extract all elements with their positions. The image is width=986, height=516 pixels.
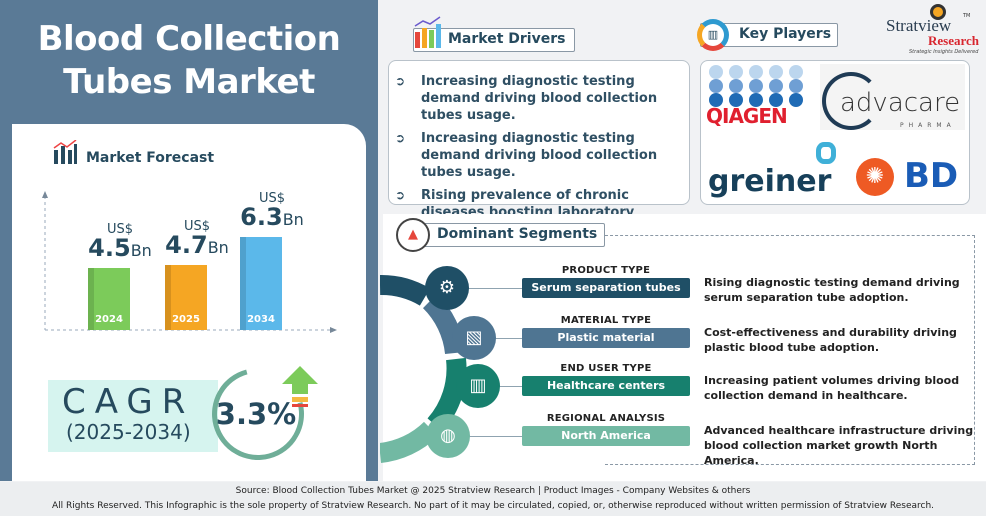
forecast-bar-year: 2034: [247, 314, 275, 325]
segment-value: Healthcare centers: [522, 376, 690, 396]
drivers-header-text: Market Drivers: [448, 31, 566, 47]
arrow-bullet-icon: ➲: [395, 131, 406, 145]
bar-chart-icon: [414, 16, 441, 48]
forecast-bar-2024: [88, 268, 130, 330]
footer-source: Source: Blood Collection Tubes Market @ …: [235, 486, 751, 496]
driver-text: Increasing diagnostic testing demand dri…: [421, 74, 658, 123]
segment-connector: [465, 288, 522, 289]
segment-connector: [466, 436, 522, 437]
segment-icon: ⚙: [425, 266, 469, 310]
forecast-bar-2025: [165, 265, 207, 330]
value-number: 4.5: [88, 234, 131, 262]
forecast-bar-value: US$ 4.5Bn: [80, 223, 160, 260]
segment-value: Plastic material: [522, 328, 690, 348]
stratview-logo-icon: [930, 4, 946, 20]
drivers-header: Market Drivers: [413, 28, 575, 52]
key-players-header-text: Key Players: [739, 26, 832, 42]
arrow-bullet-icon: ➲: [395, 188, 406, 202]
page-title: Blood Collection Tubes Market: [37, 19, 341, 102]
forecast-bar-2034: [240, 237, 282, 330]
currency: US$: [106, 222, 134, 237]
bd-logo: BD: [904, 156, 959, 196]
segment-type: PRODUCT TYPE: [561, 265, 651, 276]
segment-value: North America: [522, 426, 690, 446]
segment-type: END USER TYPE: [560, 363, 652, 374]
driver-text: Increasing diagnostic testing demand dri…: [421, 131, 658, 180]
stratview-tm: TM: [963, 13, 971, 19]
footer: Source: Blood Collection Tubes Market @ …: [0, 482, 986, 516]
players-icon: ▥: [697, 19, 729, 51]
segments-header: Dominant Segments: [400, 223, 605, 247]
greiner-logo: greiner: [708, 164, 832, 199]
cagr-value: 3.3%: [215, 397, 297, 431]
segment-icon: ▥: [456, 364, 500, 408]
forecast-header: Market Forecast: [86, 150, 215, 166]
segments-dashed-frame: [605, 235, 975, 465]
value-number: 6.3: [240, 203, 283, 231]
value-number: 4.7: [165, 231, 208, 259]
greiner-mark: [816, 142, 836, 164]
cagr-label: CAGR: [62, 382, 195, 422]
growth-arrow-icon: [282, 366, 318, 407]
footer-rights: All Rights Reserved. This Infographic is…: [51, 501, 935, 511]
arrow-bullet-icon: ➲: [395, 74, 406, 88]
advacare-logo: advacare: [840, 88, 961, 118]
chart-axes: [42, 191, 337, 333]
bd-logo-mark: ✺: [856, 158, 894, 196]
segment-description: Rising diagnostic testing demand driving…: [704, 276, 960, 304]
currency: US$: [258, 191, 286, 206]
stratview-name: Stratview: [886, 16, 952, 35]
segment-description: Advanced healthcare infrastructure drivi…: [704, 424, 974, 467]
segment-description: Increasing patient volumes driving blood…: [704, 374, 960, 402]
value-unit: Bn: [282, 210, 304, 229]
segments-header-text: Dominant Segments: [437, 226, 598, 242]
segment-description: Cost-effectiveness and durability drivin…: [704, 326, 957, 354]
segment-type: MATERIAL TYPE: [560, 315, 652, 326]
cagr-box: [48, 380, 218, 452]
chart-icon: [53, 140, 77, 164]
advacare-pharma: PHARMA: [900, 122, 956, 129]
drivers-panel: ➲ Increasing diagnostic testing demand dr…: [388, 60, 690, 237]
segment-value: Serum separation tubes: [522, 278, 690, 298]
currency: US$: [183, 219, 211, 234]
segment-connector: [496, 386, 522, 387]
driver-item: ➲ Increasing diagnostic testing demand dr…: [391, 130, 683, 181]
value-unit: Bn: [207, 238, 229, 257]
forecast-bar-year: 2025: [172, 314, 200, 325]
forecast-bar-value: US$ 4.7Bn: [157, 220, 237, 257]
segment-connector: [492, 338, 522, 339]
forecast-bar-year: 2024: [95, 314, 123, 325]
driver-item: ➲ Increasing diagnostic testing demand dr…: [391, 73, 683, 124]
growth-bars-icon: ▲: [396, 218, 430, 252]
stratview-tagline: Strategic Insights Delivered: [909, 49, 979, 55]
qiagen-logo: QIAGEN: [706, 104, 788, 128]
cagr-period: (2025-2034): [66, 420, 191, 444]
forecast-bar-value: US$ 6.3Bn: [232, 192, 312, 229]
segment-type: REGIONAL ANALYSIS: [546, 413, 666, 424]
value-unit: Bn: [130, 241, 152, 260]
advacare-arc: [822, 72, 880, 130]
qiagen-logo-dots: [709, 65, 803, 107]
segment-icon: ◍: [426, 414, 470, 458]
stratview-research: Research: [928, 33, 980, 48]
segment-icon: ▧: [452, 316, 496, 360]
